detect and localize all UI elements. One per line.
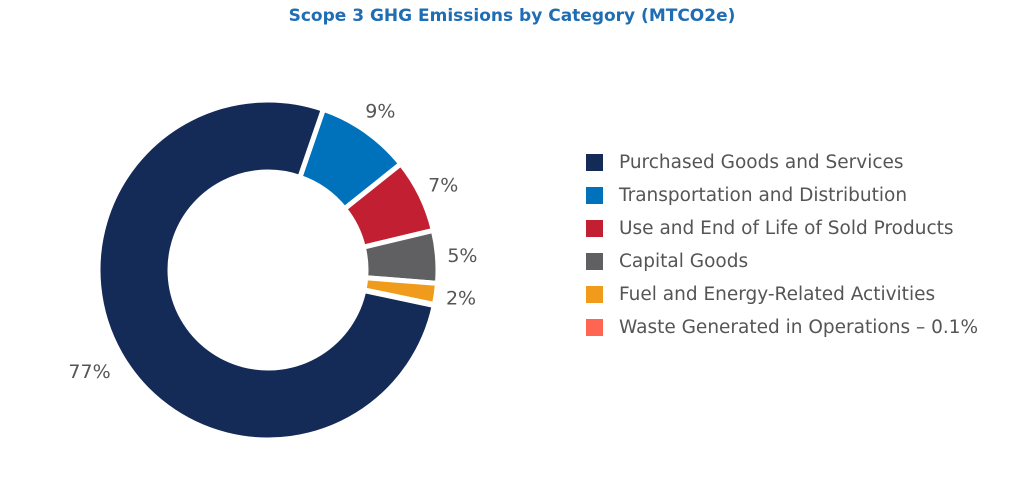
chart-title: Scope 3 GHG Emissions by Category (MTCO2… (288, 6, 736, 26)
slice-purchased-goods-and-services (95, 97, 438, 443)
legend-item: Use and End of Life of Sold Products (586, 212, 978, 245)
legend-swatch (586, 220, 603, 237)
data-label: 5% (447, 245, 477, 267)
data-label: 2% (446, 288, 476, 310)
legend-label: Fuel and Energy-Related Activities (619, 284, 936, 305)
legend: Purchased Goods and Services Transportati… (586, 146, 978, 344)
legend-swatch (586, 253, 603, 270)
legend-swatch (586, 286, 603, 303)
legend-label: Transportation and Distribution (619, 185, 908, 206)
legend-label: Purchased Goods and Services (619, 152, 904, 173)
legend-swatch (586, 319, 603, 336)
legend-swatch (586, 154, 603, 171)
legend-item: Fuel and Energy-Related Activities (586, 278, 978, 311)
legend-item: Waste Generated in Operations – 0.1% (586, 311, 978, 344)
legend-item: Transportation and Distribution (586, 179, 978, 212)
legend-item: Purchased Goods and Services (586, 146, 978, 179)
legend-label: Waste Generated in Operations – 0.1% (619, 317, 979, 338)
data-label: 77% (68, 361, 110, 383)
legend-swatch (586, 187, 603, 204)
data-label: 7% (428, 174, 458, 196)
legend-label: Use and End of Life of Sold Products (619, 218, 954, 239)
legend-label: Capital Goods (619, 251, 749, 272)
data-label: 9% (365, 101, 395, 123)
legend-item: Capital Goods (586, 245, 978, 278)
